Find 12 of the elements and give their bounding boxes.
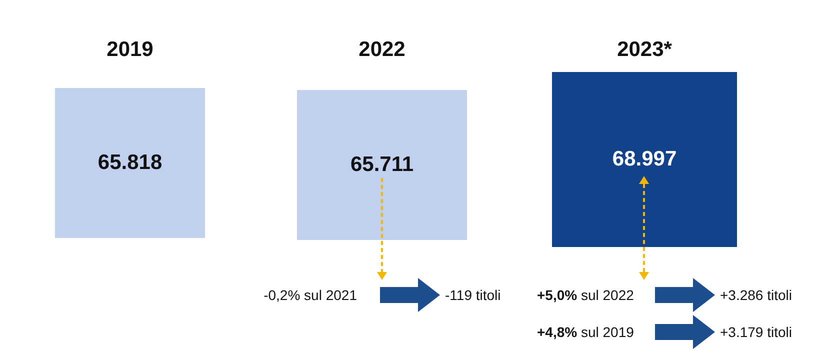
text: +3.286 titoli	[720, 286, 792, 304]
category-label: 2019	[106, 38, 154, 61]
data-label: 68.997	[612, 147, 677, 170]
category-label: 2023*	[617, 38, 673, 61]
text: -0,2% sul 2021	[264, 286, 357, 304]
text: -119 titoli	[445, 286, 501, 304]
category-label: 2022	[358, 38, 406, 61]
text: +5,0% sul 2022	[537, 286, 634, 304]
text: +4,8% sul 2019	[537, 323, 634, 341]
data-label: 65.818	[98, 150, 162, 174]
data-label: 65.711	[350, 152, 414, 176]
text: +3.179 titoli	[720, 323, 792, 341]
